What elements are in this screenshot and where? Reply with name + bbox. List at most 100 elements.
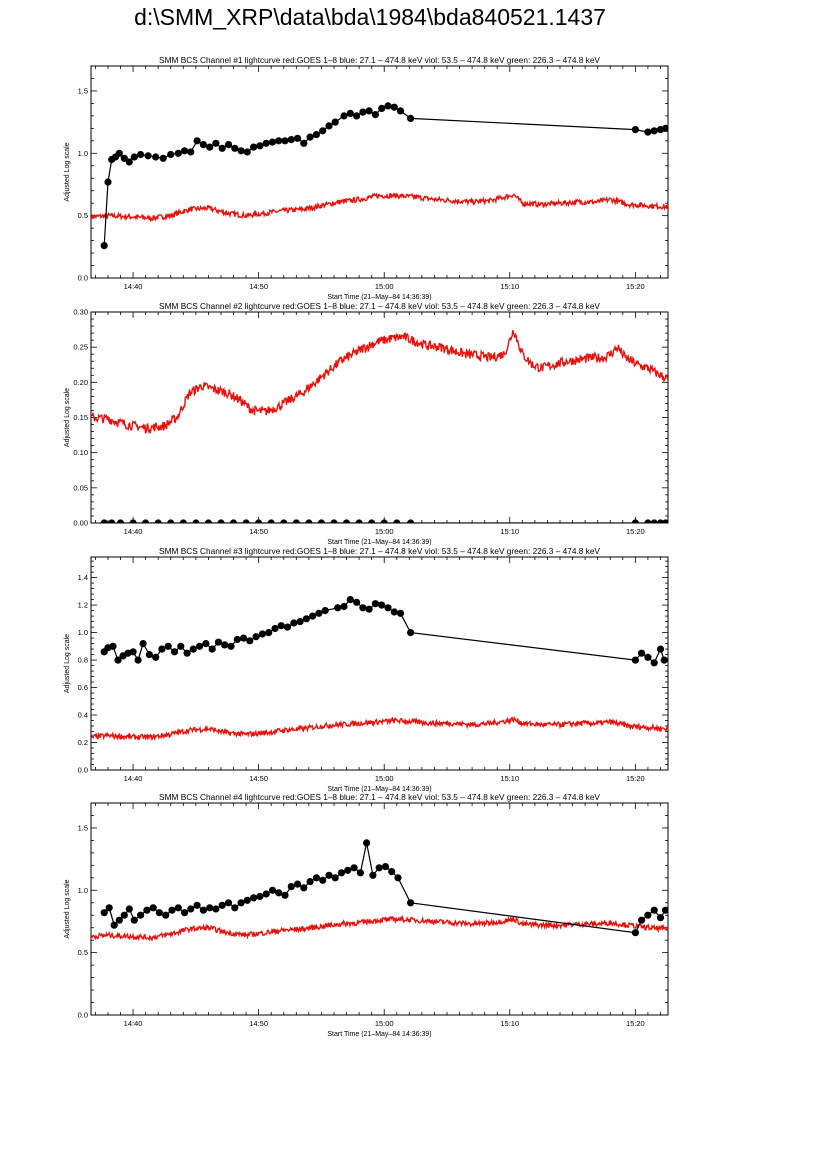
bcs-point bbox=[296, 618, 304, 626]
bcs-point bbox=[368, 519, 376, 523]
bcs-point bbox=[221, 641, 229, 649]
bcs-point bbox=[129, 519, 137, 523]
bcs-point bbox=[224, 141, 233, 149]
bcs-point bbox=[371, 600, 379, 608]
bcs-point bbox=[356, 869, 364, 877]
x-tick-label: 15:20 bbox=[626, 282, 645, 291]
bcs-point bbox=[199, 906, 207, 914]
bcs-point bbox=[407, 629, 415, 637]
bcs-point bbox=[375, 864, 383, 872]
bcs-point bbox=[644, 911, 652, 919]
bcs-point bbox=[218, 144, 226, 152]
bcs-point bbox=[334, 604, 342, 612]
y-tick-label: 1.4 bbox=[78, 573, 88, 582]
bcs-point bbox=[243, 896, 251, 904]
bcs-point bbox=[196, 642, 204, 650]
bcs-point bbox=[319, 876, 327, 884]
bcs-point bbox=[277, 622, 285, 630]
bcs-point bbox=[644, 128, 652, 136]
bcs-point bbox=[271, 624, 279, 633]
bcs-point bbox=[152, 153, 160, 161]
bcs-point bbox=[281, 137, 289, 145]
bcs-point bbox=[340, 602, 348, 611]
bcs-point bbox=[290, 619, 298, 627]
y-tick-label: 0.00 bbox=[73, 519, 88, 528]
bcs-point bbox=[344, 866, 352, 874]
goes-trace bbox=[91, 914, 668, 942]
bcs-point bbox=[174, 149, 182, 157]
bcs-point bbox=[644, 653, 652, 661]
bcs-point bbox=[407, 519, 415, 523]
bcs-point bbox=[189, 645, 197, 653]
bcs-point bbox=[164, 642, 172, 650]
goes-trace bbox=[91, 715, 668, 741]
x-axis-label: Start Time (21–May–84 14:36:39) bbox=[327, 786, 431, 793]
bcs-point bbox=[137, 150, 145, 159]
bcs-point bbox=[638, 649, 646, 657]
x-tick-label: 14:50 bbox=[249, 282, 268, 291]
x-tick-label: 15:00 bbox=[375, 282, 394, 291]
bcs-point bbox=[650, 127, 658, 135]
bcs-point bbox=[233, 635, 241, 644]
x-tick-label: 14:50 bbox=[249, 527, 268, 536]
x-tick-label: 15:00 bbox=[375, 774, 394, 783]
goes-trace bbox=[91, 329, 668, 435]
bcs-point bbox=[342, 519, 351, 523]
x-tick-label: 15:10 bbox=[500, 774, 519, 783]
y-tick-label: 0.25 bbox=[73, 343, 88, 352]
y-axis-label: Adjusted Log scale bbox=[64, 634, 71, 693]
bcs-point bbox=[120, 154, 128, 162]
bcs-point bbox=[192, 519, 200, 523]
bcs-point bbox=[204, 519, 212, 523]
bcs-point bbox=[142, 519, 150, 523]
series-bcs bbox=[100, 102, 668, 250]
bcs-point bbox=[393, 519, 401, 523]
chart-title: SMM BCS Channel #3 lightcurve red:GOES 1… bbox=[159, 546, 600, 556]
bcs-point bbox=[262, 139, 270, 147]
y-tick-label: 0.6 bbox=[78, 683, 88, 692]
y-tick-label: 0.15 bbox=[73, 413, 88, 422]
bcs-point bbox=[265, 629, 273, 637]
bcs-point bbox=[378, 601, 386, 609]
bcs-point bbox=[125, 158, 133, 166]
bcs-point bbox=[115, 916, 123, 924]
series-goes bbox=[91, 192, 668, 223]
series-bcs bbox=[100, 839, 668, 937]
y-tick-label: 0.0 bbox=[78, 766, 88, 775]
bcs-point bbox=[129, 648, 137, 656]
y-tick-label: 1.2 bbox=[78, 601, 88, 610]
x-tick-label: 15:20 bbox=[626, 774, 645, 783]
bcs-point bbox=[143, 906, 151, 914]
x-tick-label: 15:10 bbox=[500, 1019, 519, 1028]
x-axis-label: Start Time (21–May–84 14:36:39) bbox=[327, 1031, 431, 1038]
y-tick-label: 0.8 bbox=[78, 656, 88, 665]
bcs-point bbox=[224, 899, 233, 907]
y-tick-label: 1.0 bbox=[78, 628, 88, 637]
bcs-point bbox=[246, 637, 254, 645]
series-goes bbox=[91, 329, 668, 435]
bcs-line bbox=[103, 105, 666, 246]
bcs-point bbox=[656, 914, 665, 922]
bcs-point bbox=[183, 649, 191, 657]
y-axis-label: Adjusted Log scale bbox=[64, 142, 71, 201]
bcs-point bbox=[300, 139, 308, 147]
series-bcs bbox=[100, 596, 668, 667]
chart-panel-3: SMM BCS Channel #3 lightcurve red:GOES 1… bbox=[64, 546, 669, 793]
bcs-point bbox=[187, 148, 195, 156]
bcs-point bbox=[139, 640, 147, 648]
y-tick-label: 0.4 bbox=[78, 711, 88, 720]
bcs-point bbox=[158, 645, 166, 653]
bcs-point bbox=[359, 108, 367, 116]
bcs-point bbox=[218, 901, 226, 909]
bcs-point bbox=[660, 656, 668, 664]
bcs-point bbox=[262, 890, 270, 898]
bcs-point bbox=[168, 906, 176, 914]
bcs-point bbox=[212, 905, 220, 913]
bcs-point bbox=[144, 152, 152, 160]
x-tick-label: 14:40 bbox=[124, 774, 143, 783]
x-tick-label: 15:00 bbox=[375, 527, 394, 536]
y-tick-label: 0.10 bbox=[73, 448, 88, 457]
bcs-point bbox=[227, 642, 235, 650]
bcs-point bbox=[631, 929, 640, 937]
series-goes bbox=[91, 914, 668, 942]
